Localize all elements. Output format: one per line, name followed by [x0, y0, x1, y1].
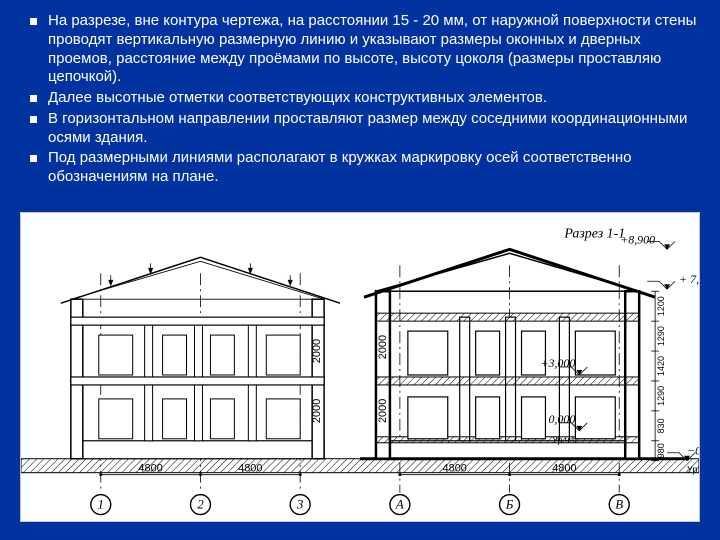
elev-eave: + 7,110 — [679, 272, 699, 286]
axis-label: Б — [505, 497, 514, 512]
dim-story-r2: 2000 — [377, 335, 389, 359]
dim-span-r2: 4800 — [552, 463, 576, 475]
dim-story-l2: 2000 — [311, 339, 323, 363]
bullet-text: В горизонтальном направлении проставляют… — [48, 110, 687, 146]
bullet-item: В горизонтальном направлении проставляют… — [26, 110, 700, 148]
section-title: Разрез 1-1 — [563, 226, 625, 241]
dim-story-r1: 2000 — [377, 399, 389, 423]
axis-label: В — [615, 497, 623, 512]
chain-dim: 830 — [656, 418, 666, 433]
axis-markers-left: 1 2 3 — [91, 495, 310, 515]
chain-dim: 1420 — [656, 356, 666, 376]
dim-span-r1: 4800 — [443, 463, 467, 475]
dim-span-l2: 4800 — [238, 463, 262, 475]
bullet-item: Далее высотные отметки соответствующих к… — [26, 89, 700, 108]
bullet-text: Под размерными линиями располагают в кру… — [48, 149, 632, 185]
chain-dim: 1290 — [656, 326, 666, 346]
bullet-text: Далее высотные отметки соответствующих к… — [48, 89, 547, 106]
bullet-text: На разрезе, вне контура чертежа, на расс… — [48, 12, 696, 85]
elev-ridge: +8,900 — [620, 232, 655, 246]
elev-urch: Ур.ч.п. — [552, 435, 579, 445]
axis-label: 3 — [296, 497, 304, 512]
ground-hatch — [21, 459, 699, 473]
axis-label: А — [395, 497, 404, 512]
elev-floor2: +3,000 — [540, 356, 575, 370]
drawing-svg: 4800 4800 2000 2000 1 2 3 Разрез 1-1 — [21, 213, 699, 521]
elevation-marks: +8,900 + 7,110 — [620, 232, 699, 289]
chain-dim: 1200 — [656, 296, 666, 316]
axis-label: 2 — [197, 497, 204, 512]
elev-urz: Ур.з. — [687, 465, 699, 475]
bullet-item: На разрезе, вне контура чертежа, на расс… — [26, 12, 700, 87]
elev-ground: −0,980 — [687, 444, 699, 458]
section-drawing: 4800 4800 2000 2000 1 2 3 Разрез 1-1 — [20, 212, 700, 522]
dim-story-l1: 2000 — [311, 399, 323, 423]
bullet-item: Под размерными линиями располагают в кру… — [26, 149, 700, 187]
axis-markers-right: А Б В — [390, 495, 629, 515]
dim-span-l1: 4800 — [138, 463, 162, 475]
chain-dim: 980 — [656, 443, 666, 458]
axis-label: 1 — [98, 497, 104, 512]
elev-zero: 0,000 — [548, 412, 575, 426]
bullet-list: На разрезе, вне контура чертежа, на расс… — [26, 12, 700, 187]
chain-dim: 1290 — [656, 386, 666, 406]
